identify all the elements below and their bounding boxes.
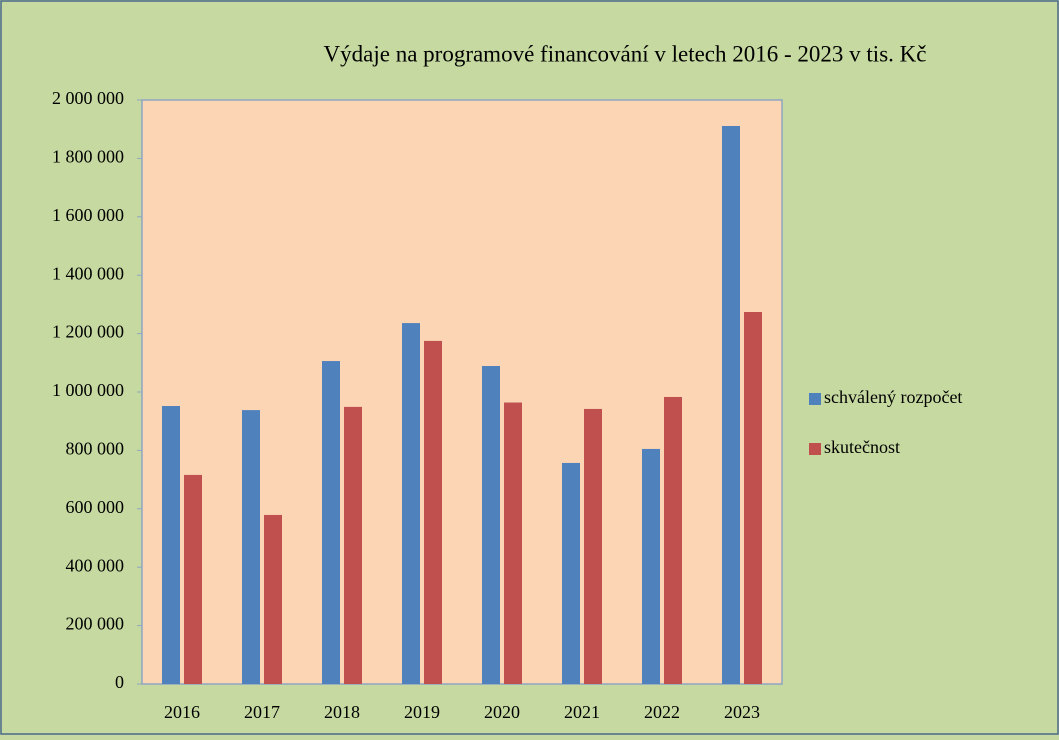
- x-tick-label: 2021: [564, 702, 600, 722]
- bar: [184, 474, 202, 684]
- x-tick-label: 2022: [644, 702, 680, 722]
- y-tick-label: 2 000 000: [52, 88, 124, 108]
- y-tick-label: 1 800 000: [52, 147, 124, 167]
- bar: [424, 340, 442, 684]
- y-tick-label: 600 000: [66, 497, 125, 517]
- y-tick-label: 1 600 000: [52, 205, 124, 225]
- x-tick-label: 2016: [164, 702, 200, 722]
- bar: [162, 406, 180, 684]
- bar: [322, 361, 340, 684]
- y-tick-label: 0: [115, 672, 124, 692]
- bar: [504, 402, 522, 684]
- y-tick-label: 1 400 000: [52, 263, 124, 283]
- y-tick-label: 200 000: [66, 614, 125, 634]
- x-tick-label: 2019: [404, 702, 440, 722]
- bar: [664, 396, 682, 684]
- chart-title: Výdaje na programové financování v letec…: [324, 41, 927, 66]
- legend-swatch: [809, 443, 821, 455]
- x-tick-label: 2018: [324, 702, 360, 722]
- y-tick-label: 400 000: [66, 555, 125, 575]
- bar: [584, 408, 602, 684]
- legend-label: skutečnost: [824, 437, 900, 457]
- bar: [402, 323, 420, 684]
- bar: [482, 366, 500, 684]
- plot-area: [141, 99, 783, 685]
- x-tick-label: 2017: [244, 702, 280, 722]
- bar: [344, 406, 362, 684]
- bar: [642, 448, 660, 684]
- bar: [562, 462, 580, 684]
- y-tick-label: 1 000 000: [52, 380, 124, 400]
- bar: [744, 311, 762, 684]
- bar: [264, 514, 282, 684]
- y-tick-label: 800 000: [66, 439, 125, 459]
- bar: [242, 410, 260, 684]
- y-tick-label: 1 200 000: [52, 322, 124, 342]
- legend-swatch: [809, 393, 821, 405]
- bar: [722, 125, 740, 685]
- legend-label: schválený rozpočet: [824, 387, 962, 407]
- x-tick-label: 2020: [484, 702, 520, 722]
- x-tick-label: 2023: [724, 702, 760, 722]
